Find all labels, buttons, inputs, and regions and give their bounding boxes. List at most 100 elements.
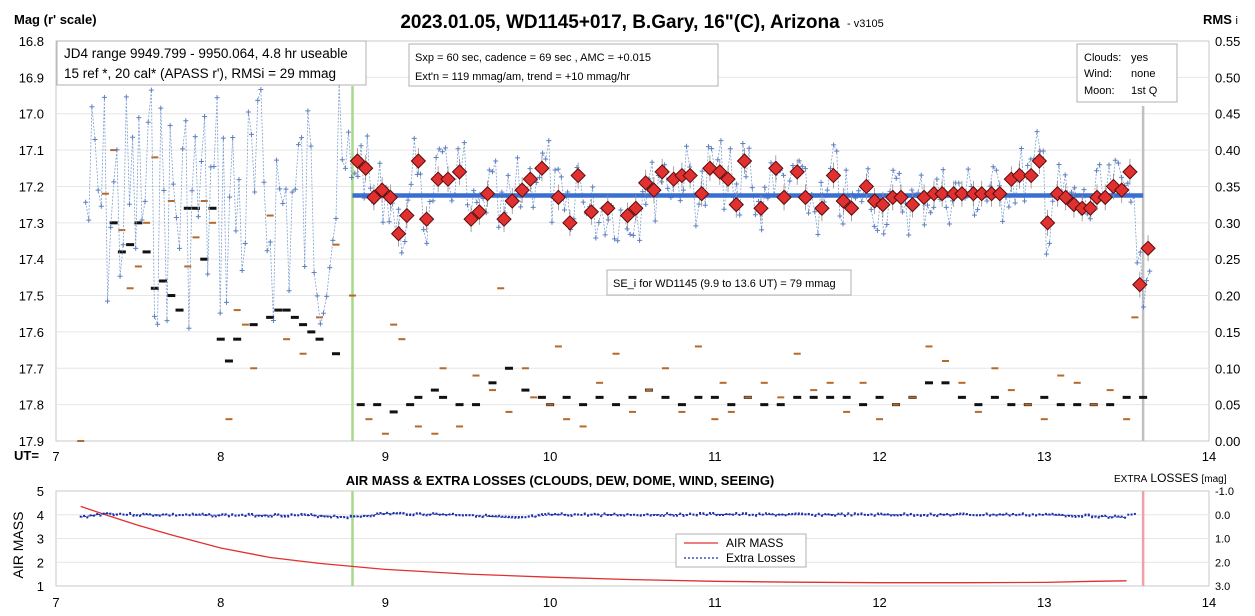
rms-black-point xyxy=(924,381,933,385)
airmass-right-tick: 1.0 xyxy=(1215,534,1230,546)
individual-point xyxy=(993,167,999,173)
individual-point xyxy=(364,133,370,139)
binned-point xyxy=(875,196,891,213)
extra-losses-point xyxy=(1133,512,1136,515)
rms-brown-point xyxy=(192,236,200,239)
extra-losses-point xyxy=(955,512,958,515)
binned-point xyxy=(736,153,753,169)
extra-losses-point xyxy=(1091,516,1094,519)
rms-black-point xyxy=(595,395,604,399)
extra-losses-point xyxy=(218,514,221,517)
extra-losses-point xyxy=(903,512,906,515)
individual-point xyxy=(965,166,971,172)
extra-losses-point xyxy=(214,515,217,518)
info-mid-line-2: Ext'n = 119 mmag/am, trend = +10 mmag/hr xyxy=(415,71,630,83)
rms-black-point xyxy=(192,206,201,210)
individual-point xyxy=(856,188,862,194)
airmass-x-tick: 13 xyxy=(1037,595,1051,610)
individual-point xyxy=(402,238,408,244)
extra-losses-point xyxy=(741,512,744,515)
extra-losses-point xyxy=(633,513,636,516)
individual-point xyxy=(543,156,549,162)
extra-losses-point xyxy=(524,516,527,519)
binned-point xyxy=(471,204,488,220)
extra-losses-point xyxy=(1048,513,1051,516)
rms-black-point xyxy=(142,250,151,254)
individual-point xyxy=(677,198,683,204)
extra-losses-point xyxy=(165,513,168,516)
individual-point xyxy=(186,325,192,331)
rms-brown-point xyxy=(991,367,999,370)
binned-point xyxy=(1140,240,1156,256)
rms-brown-point xyxy=(1090,403,1098,406)
individual-point xyxy=(558,174,564,180)
extra-losses-point xyxy=(162,513,165,516)
rms-black-point xyxy=(760,403,769,407)
individual-point xyxy=(267,239,273,245)
individual-point xyxy=(990,164,996,170)
extra-losses-point xyxy=(725,513,728,516)
extra-losses-point xyxy=(316,516,319,519)
extra-losses-point xyxy=(379,511,382,514)
extra-losses-point xyxy=(540,513,543,516)
individual-point xyxy=(1043,251,1049,257)
extra-losses-point xyxy=(211,515,214,518)
extra-losses-point xyxy=(998,513,1001,516)
left-tick-label: 17.0 xyxy=(19,107,44,122)
extra-losses-point xyxy=(952,513,955,516)
individual-point xyxy=(245,109,251,115)
individual-point xyxy=(752,212,758,218)
individual-point xyxy=(806,210,812,216)
extra-losses-point xyxy=(310,513,313,516)
extra-losses-point xyxy=(494,515,497,518)
right-tick-label: 0.45 xyxy=(1215,107,1240,122)
individual-point xyxy=(799,163,805,169)
rms-brown-point xyxy=(530,396,538,399)
rms-black-point xyxy=(299,323,308,327)
extra-losses-point xyxy=(909,512,912,515)
rms-brown-point xyxy=(1024,403,1032,406)
extra-losses-point xyxy=(774,514,777,517)
binned-point xyxy=(768,160,784,176)
rms-black-point xyxy=(414,395,423,399)
rms-black-point xyxy=(332,352,341,356)
individual-point xyxy=(189,188,195,194)
binned-point xyxy=(366,189,382,206)
individual-point xyxy=(158,105,164,111)
individual-point xyxy=(123,94,129,100)
individual-point xyxy=(975,207,981,213)
rms-black-point xyxy=(710,395,719,399)
extra-losses-point xyxy=(270,515,273,518)
extra-losses-point xyxy=(152,514,155,517)
individual-point xyxy=(314,293,320,299)
rms-brown-point xyxy=(332,243,340,246)
individual-point xyxy=(909,187,915,193)
se-note-text: SE_i for WD1145 (9.9 to 13.6 UT) = 79 mm… xyxy=(613,278,836,290)
individual-point xyxy=(161,187,167,193)
extra-losses-point xyxy=(521,515,524,518)
extra-losses-point xyxy=(929,512,932,515)
extra-losses-point xyxy=(257,514,260,517)
rms-brown-point xyxy=(596,381,604,384)
extra-losses-point xyxy=(475,515,478,518)
extra-losses-point xyxy=(208,513,211,516)
rms-brown-point xyxy=(843,410,851,413)
rms-brown-point xyxy=(958,381,966,384)
right-axis-title: RMS i xyxy=(1203,12,1238,27)
extra-losses-point xyxy=(840,512,843,515)
individual-point xyxy=(346,129,352,135)
extra-losses-point xyxy=(79,515,82,518)
individual-point xyxy=(233,228,239,234)
extra-losses-point xyxy=(106,512,109,515)
rms-brown-point xyxy=(381,432,389,435)
binned-point xyxy=(619,207,636,224)
extra-losses-point xyxy=(290,513,293,516)
extra-losses-point xyxy=(198,513,201,516)
extra-losses-point xyxy=(231,513,234,516)
extra-losses-point xyxy=(498,514,501,517)
individual-point xyxy=(342,165,348,171)
rms-black-point xyxy=(661,395,670,399)
binned-point xyxy=(654,164,670,180)
individual-point xyxy=(649,159,655,165)
rms-brown-point xyxy=(876,418,884,421)
